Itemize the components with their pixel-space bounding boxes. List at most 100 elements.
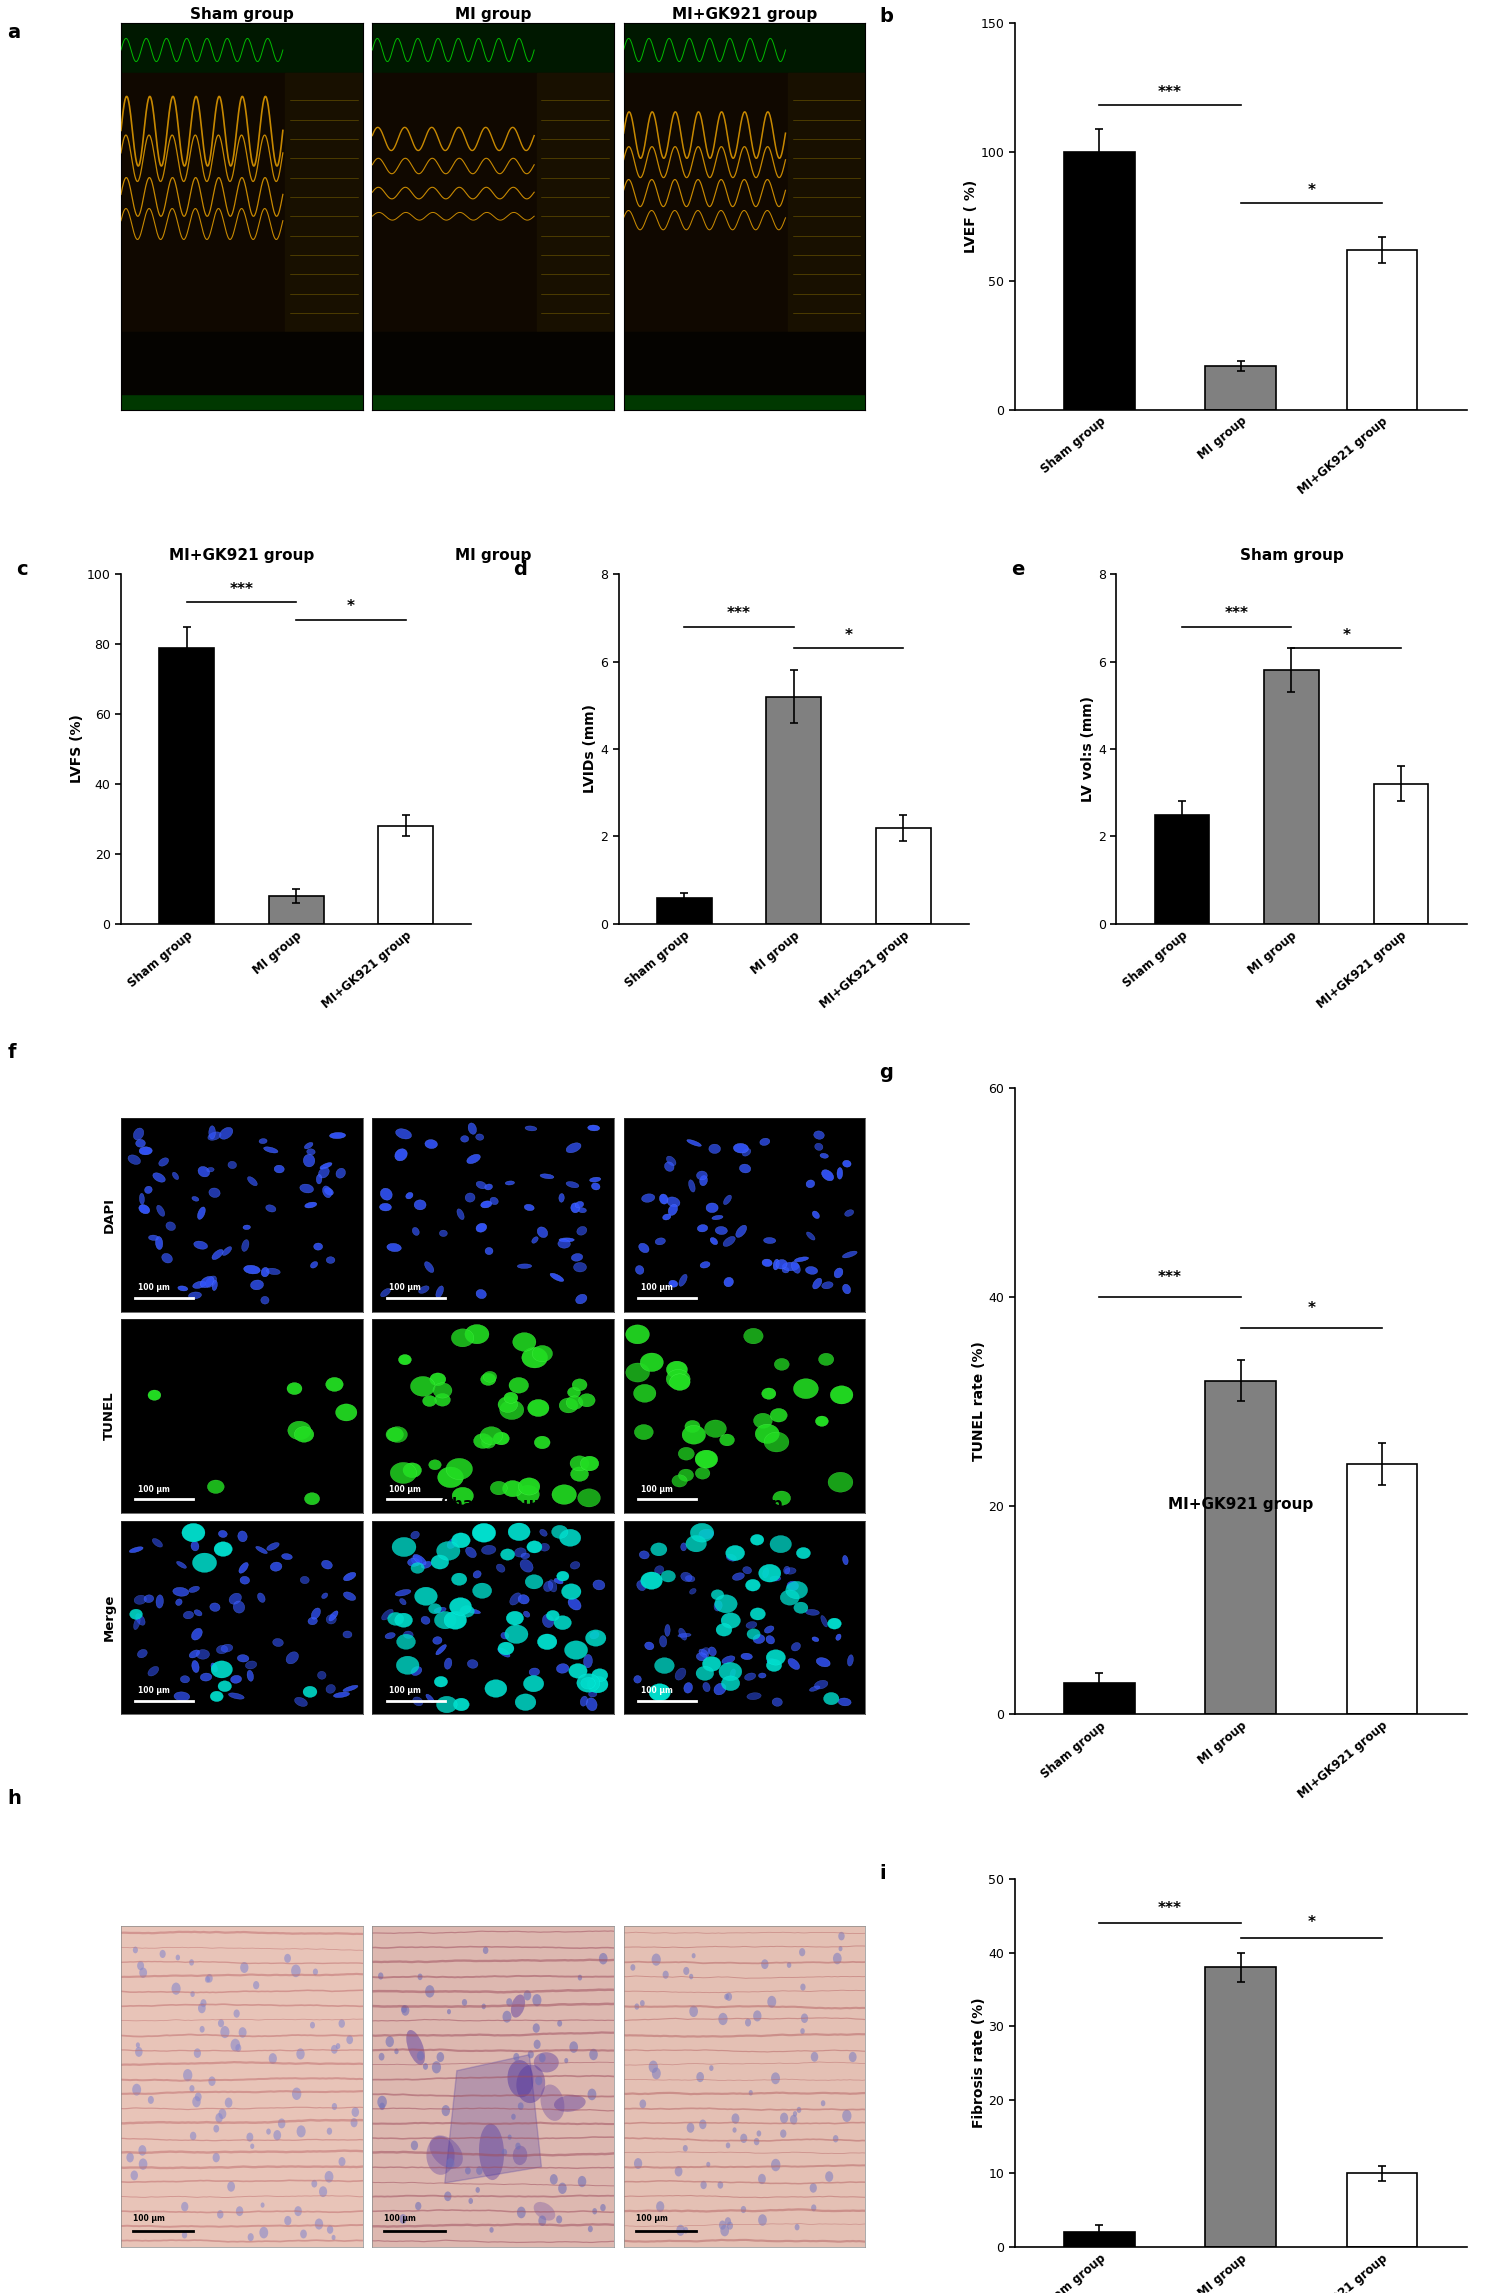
Ellipse shape [178, 1286, 187, 1291]
Circle shape [764, 1433, 789, 1451]
Circle shape [810, 2052, 818, 2061]
Ellipse shape [820, 1153, 829, 1158]
Ellipse shape [742, 1566, 751, 1573]
Circle shape [304, 1493, 319, 1504]
Ellipse shape [322, 1559, 333, 1568]
Circle shape [522, 1348, 547, 1369]
Circle shape [747, 1628, 761, 1639]
Circle shape [448, 2009, 451, 2013]
Bar [1155, 814, 1210, 924]
Circle shape [212, 1660, 233, 1678]
Circle shape [528, 1399, 549, 1417]
Ellipse shape [404, 1630, 413, 1639]
Circle shape [748, 2089, 753, 2096]
Ellipse shape [413, 1227, 419, 1236]
Ellipse shape [485, 1247, 493, 1254]
Ellipse shape [212, 1279, 218, 1291]
Circle shape [797, 1548, 810, 1559]
Circle shape [302, 1685, 318, 1697]
Ellipse shape [513, 2146, 528, 2165]
Ellipse shape [399, 1598, 407, 1605]
Ellipse shape [162, 1254, 172, 1263]
Circle shape [327, 2128, 333, 2135]
Ellipse shape [665, 1623, 670, 1637]
Ellipse shape [688, 1181, 696, 1192]
Circle shape [685, 1419, 700, 1433]
Text: ***: *** [230, 582, 254, 596]
Ellipse shape [510, 1594, 522, 1605]
Circle shape [801, 2013, 807, 2022]
Circle shape [679, 1470, 694, 1481]
Ellipse shape [726, 1555, 736, 1562]
Circle shape [827, 1619, 841, 1628]
Circle shape [809, 2183, 816, 2192]
Bar [1064, 151, 1136, 410]
Circle shape [564, 1642, 588, 1660]
Circle shape [720, 1433, 735, 1447]
Circle shape [591, 1669, 608, 1681]
Y-axis label: TUNEL: TUNEL [103, 1392, 115, 1440]
Ellipse shape [584, 1656, 593, 1667]
Circle shape [815, 1417, 829, 1426]
Circle shape [635, 2004, 640, 2009]
Ellipse shape [259, 1140, 268, 1144]
Circle shape [559, 1399, 578, 1412]
Circle shape [248, 2233, 254, 2240]
Ellipse shape [516, 2064, 546, 2103]
Ellipse shape [411, 1555, 422, 1566]
Ellipse shape [212, 1250, 224, 1259]
Ellipse shape [668, 1279, 677, 1286]
Circle shape [833, 1954, 842, 1965]
Ellipse shape [231, 1676, 242, 1683]
Circle shape [296, 2048, 305, 2059]
Ellipse shape [744, 1674, 756, 1681]
Circle shape [502, 1481, 523, 1497]
Circle shape [484, 1371, 497, 1383]
Ellipse shape [733, 1144, 748, 1153]
Ellipse shape [207, 1133, 221, 1140]
Ellipse shape [553, 2096, 585, 2112]
Ellipse shape [473, 1571, 481, 1578]
Circle shape [284, 1954, 290, 1963]
Ellipse shape [591, 1183, 600, 1190]
Circle shape [311, 2181, 318, 2188]
Ellipse shape [534, 2052, 559, 2073]
Ellipse shape [540, 1529, 547, 1536]
Circle shape [287, 1383, 302, 1394]
Ellipse shape [212, 1662, 218, 1672]
Circle shape [771, 2073, 780, 2084]
Circle shape [230, 2038, 240, 2052]
Ellipse shape [262, 1268, 269, 1277]
Ellipse shape [773, 1697, 782, 1706]
Ellipse shape [511, 1995, 525, 2018]
Ellipse shape [481, 1202, 491, 1208]
Ellipse shape [139, 1146, 153, 1156]
Ellipse shape [435, 1286, 443, 1298]
Ellipse shape [304, 1153, 314, 1167]
Ellipse shape [588, 1126, 600, 1130]
Text: h: h [8, 1789, 21, 1807]
Ellipse shape [565, 1142, 581, 1153]
Circle shape [461, 1999, 467, 2006]
Circle shape [139, 1967, 147, 1979]
Circle shape [253, 1981, 259, 1990]
Ellipse shape [422, 1562, 432, 1568]
Circle shape [780, 1589, 800, 1605]
Ellipse shape [413, 1555, 426, 1564]
Ellipse shape [637, 1580, 646, 1591]
Ellipse shape [381, 1289, 390, 1298]
Text: 100 μm: 100 μm [641, 1685, 673, 1695]
Ellipse shape [271, 1562, 281, 1571]
Bar [623, 394, 865, 410]
Circle shape [762, 1387, 776, 1399]
Circle shape [386, 1429, 404, 1442]
Circle shape [181, 2231, 187, 2238]
Circle shape [679, 1447, 694, 1461]
Circle shape [744, 1328, 764, 1344]
Circle shape [215, 1541, 233, 1557]
Ellipse shape [569, 1598, 581, 1610]
Ellipse shape [286, 1651, 298, 1665]
Circle shape [206, 1977, 210, 1983]
Ellipse shape [794, 1257, 809, 1261]
Ellipse shape [139, 1204, 150, 1213]
